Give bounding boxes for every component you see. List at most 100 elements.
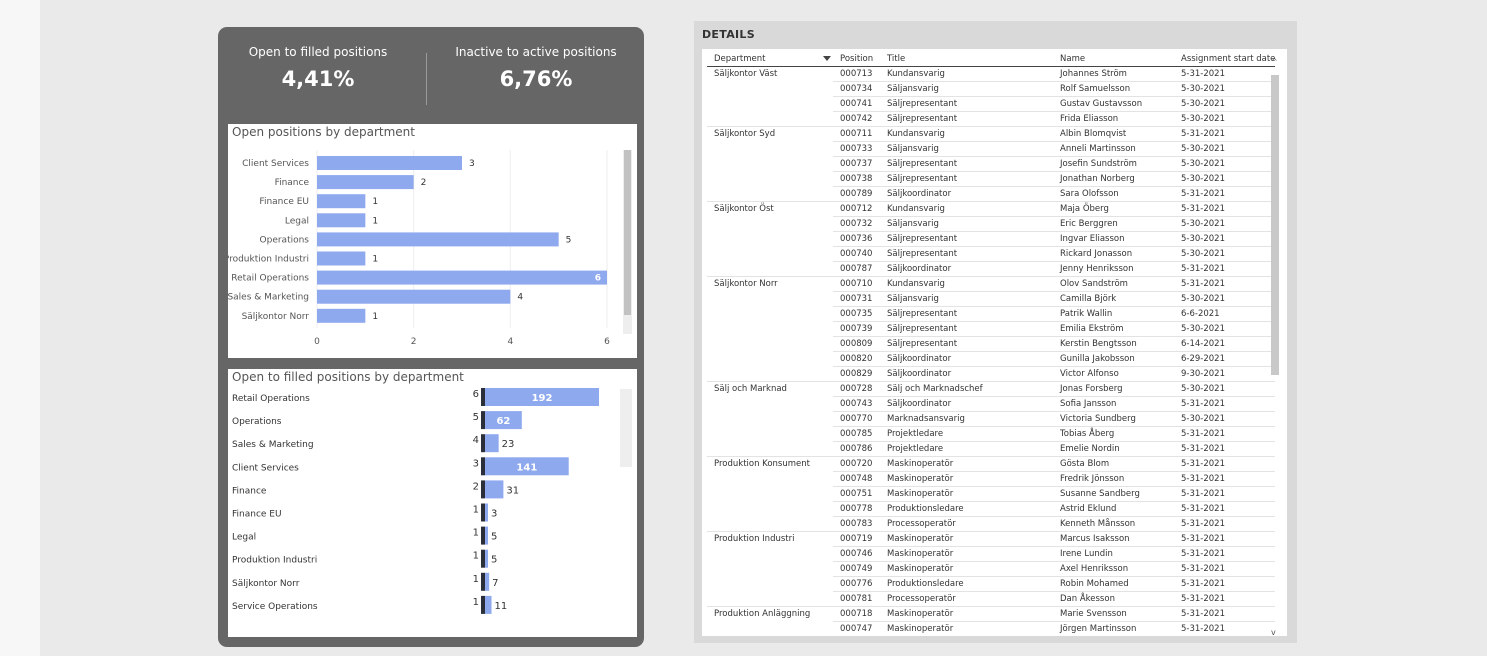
data-label: 5 <box>491 532 497 543</box>
table-row[interactable]: 000786 Projektledare Emelie Nordin 5-31-202… <box>707 441 1275 457</box>
bar[interactable] <box>317 194 366 209</box>
open-count-bar[interactable] <box>481 526 485 545</box>
table-row[interactable]: 000742 Säljrepresentant Frida Eliasson 5-30… <box>707 111 1275 127</box>
filled-bar[interactable] <box>485 572 490 591</box>
table-row[interactable]: Produktion Anläggning 000718 Maskinoperatö… <box>707 605 1275 622</box>
open-count-bar[interactable] <box>481 411 485 430</box>
open-count-bar[interactable] <box>481 595 485 614</box>
data-label: 62 <box>496 416 510 427</box>
table-row[interactable]: 000751 Maskinoperatör Susanne Sandberg 5-31… <box>707 486 1275 502</box>
table-scrollbar[interactable]: ^ v <box>1271 57 1279 636</box>
sort-desc-icon[interactable] <box>823 56 831 61</box>
table-row[interactable]: 000746 Maskinoperatör Irene Lundin 5-31-202… <box>707 546 1275 562</box>
table-row[interactable]: Produktion Industri 000719 Maskinoperatör M… <box>707 530 1275 547</box>
table-row[interactable]: 000809 Säljrepresentant Kerstin Bengtsson 6… <box>707 336 1275 352</box>
scrollbar-thumb[interactable] <box>1271 75 1279 375</box>
filled-bar[interactable] <box>485 549 488 568</box>
table-row[interactable]: Sälj och Marknad 000728 Sälj och Marknadsc… <box>707 380 1275 397</box>
bar[interactable] <box>317 213 366 228</box>
kpi-open-to-filled[interactable]: Open to filled positions 4,41% <box>218 45 418 91</box>
chevron-down-icon[interactable]: v <box>1271 628 1276 636</box>
table-row[interactable]: 000787 Säljkoordinator Jenny Henriksson 5-3… <box>707 261 1275 277</box>
filled-bar[interactable] <box>485 388 599 406</box>
category-label: Produktion Industri <box>232 556 317 566</box>
table-row[interactable]: 000785 Projektledare Tobias Åberg 5-31-2021 <box>707 426 1275 442</box>
position-cell: 000743 <box>833 396 880 412</box>
table-row[interactable]: 000733 Säljansvarig Anneli Martinsson 5-30-… <box>707 141 1275 157</box>
column-header-title[interactable]: Title <box>880 53 1053 67</box>
open-count-bar[interactable] <box>481 572 485 591</box>
bar[interactable] <box>317 175 414 190</box>
filled-bar[interactable] <box>485 595 492 614</box>
table-row[interactable]: 000776 Produktionsledare Robin Mohamed 5-31… <box>707 576 1275 592</box>
table-row[interactable]: 000741 Säljrepresentant Gustav Gustavsson 5… <box>707 96 1275 112</box>
table-row[interactable]: 000738 Säljrepresentant Jonathan Norberg 5-… <box>707 171 1275 187</box>
category-label: Legal <box>285 216 309 226</box>
open-count-bar[interactable] <box>481 549 485 568</box>
table-row[interactable]: Säljkontor Väst 000713 Kundansvarig Johanne… <box>707 65 1275 82</box>
department-cell <box>707 471 833 486</box>
column-header-name[interactable]: Name <box>1053 53 1174 67</box>
table-row[interactable]: 000734 Säljansvarig Rolf Samuelsson 5-30-20… <box>707 81 1275 97</box>
chart-scrollbar[interactable] <box>623 150 632 334</box>
table-row[interactable]: 000740 Säljrepresentant Rickard Jonasson 5-… <box>707 246 1275 262</box>
open-count-bar[interactable] <box>481 388 485 406</box>
open-count-bar[interactable] <box>481 457 485 476</box>
name-cell: Albin Blomqvist <box>1053 126 1174 142</box>
table-row[interactable]: 000737 Säljrepresentant Josefin Sundström 5… <box>707 156 1275 172</box>
table-row[interactable]: Säljkontor Norr 000710 Kundansvarig Olov Sa… <box>707 275 1275 292</box>
x-tick-label: 2 <box>411 337 417 347</box>
bar[interactable] <box>317 270 607 285</box>
bar[interactable] <box>317 251 366 266</box>
open-count-bar[interactable] <box>481 434 485 453</box>
filled-bar[interactable] <box>485 411 522 430</box>
column-header-department[interactable]: Department <box>707 53 833 67</box>
table-row[interactable]: Säljkontor Syd 000711 Kundansvarig Albin Bl… <box>707 125 1275 142</box>
bar[interactable] <box>317 308 366 323</box>
kpi-label: Open to filled positions <box>248 45 388 59</box>
table-row[interactable]: 000829 Säljkoordinator Victor Alfonso 9-30-… <box>707 366 1275 382</box>
filled-bar[interactable] <box>485 480 504 499</box>
table-row[interactable]: 000781 Processoperatör Dan Åkesson 5-31-202… <box>707 591 1275 607</box>
chart-scrollbar[interactable] <box>620 389 632 467</box>
table-row[interactable]: 000748 Maskinoperatör Fredrik Jönsson 5-31-… <box>707 471 1275 487</box>
title-cell: Maskinoperatör <box>880 546 1053 562</box>
table-row[interactable]: 000731 Säljansvarig Camilla Björk 5-30-2021 <box>707 291 1275 307</box>
title-cell: Maskinoperatör <box>880 486 1053 502</box>
column-header-position[interactable]: Position <box>833 53 880 67</box>
bar[interactable] <box>317 156 462 170</box>
bar[interactable] <box>317 232 559 247</box>
table-row[interactable]: 000739 Säljrepresentant Emilia Ekström 5-30… <box>707 321 1275 337</box>
table-row[interactable]: 000789 Säljkoordinator Sara Olofsson 5-31-2… <box>707 186 1275 202</box>
table-row[interactable]: 000743 Säljkoordinator Sofia Jansson 5-31-2… <box>707 396 1275 412</box>
table-row[interactable]: 000747 Maskinoperatör Jörgen Martinsson 5-3… <box>707 621 1275 636</box>
filled-bar[interactable] <box>485 457 569 476</box>
filled-bar[interactable] <box>485 503 488 522</box>
table-row[interactable]: 000783 Processoperatör Kenneth Månsson 5-31… <box>707 516 1275 532</box>
data-label: 2 <box>421 178 427 188</box>
scrollbar-thumb[interactable] <box>624 150 631 315</box>
table-row[interactable]: 000749 Maskinoperatör Axel Henriksson 5-31-… <box>707 561 1275 577</box>
open-count-bar[interactable] <box>481 480 485 499</box>
title-cell: Säljrepresentant <box>880 321 1053 337</box>
table-row[interactable]: 000778 Produktionsledare Astrid Eklund 5-31… <box>707 501 1275 517</box>
table-row[interactable]: Produktion Konsument 000720 Maskinoperatör… <box>707 455 1275 472</box>
table-row[interactable]: 000770 Marknadsansvarig Victoria Sundberg 5… <box>707 411 1275 427</box>
kpi-inactive-to-active[interactable]: Inactive to active positions 6,76% <box>436 45 636 91</box>
table-row[interactable]: 000735 Säljrepresentant Patrik Wallin 6-6-2… <box>707 306 1275 322</box>
table-row[interactable]: Säljkontor Öst 000712 Kundansvarig Maja Öbe… <box>707 200 1275 217</box>
table-row[interactable]: 000732 Säljansvarig Eric Berggren 5-30-2021 <box>707 216 1275 232</box>
table-row[interactable]: 000820 Säljkoordinator Gunilla Jakobsson 6-… <box>707 351 1275 367</box>
bar[interactable] <box>317 289 511 304</box>
open-positions-chart-card[interactable]: Open positions by department 0 2 4 6 Client … <box>228 124 637 358</box>
data-label: 1 <box>372 216 378 226</box>
position-cell: 000783 <box>833 516 880 532</box>
chevron-up-icon[interactable]: ^ <box>1271 57 1278 66</box>
filled-bar[interactable] <box>485 526 488 545</box>
column-header-start-date[interactable]: Assignment start date <box>1174 53 1275 67</box>
open-count-bar[interactable] <box>481 503 485 522</box>
open-to-filled-chart-card[interactable]: Open to filled positions by department R… <box>228 369 637 637</box>
filled-bar[interactable] <box>485 434 499 453</box>
title-cell: Säljkoordinator <box>880 396 1053 412</box>
table-row[interactable]: 000736 Säljrepresentant Ingvar Eliasson 5-3… <box>707 231 1275 247</box>
